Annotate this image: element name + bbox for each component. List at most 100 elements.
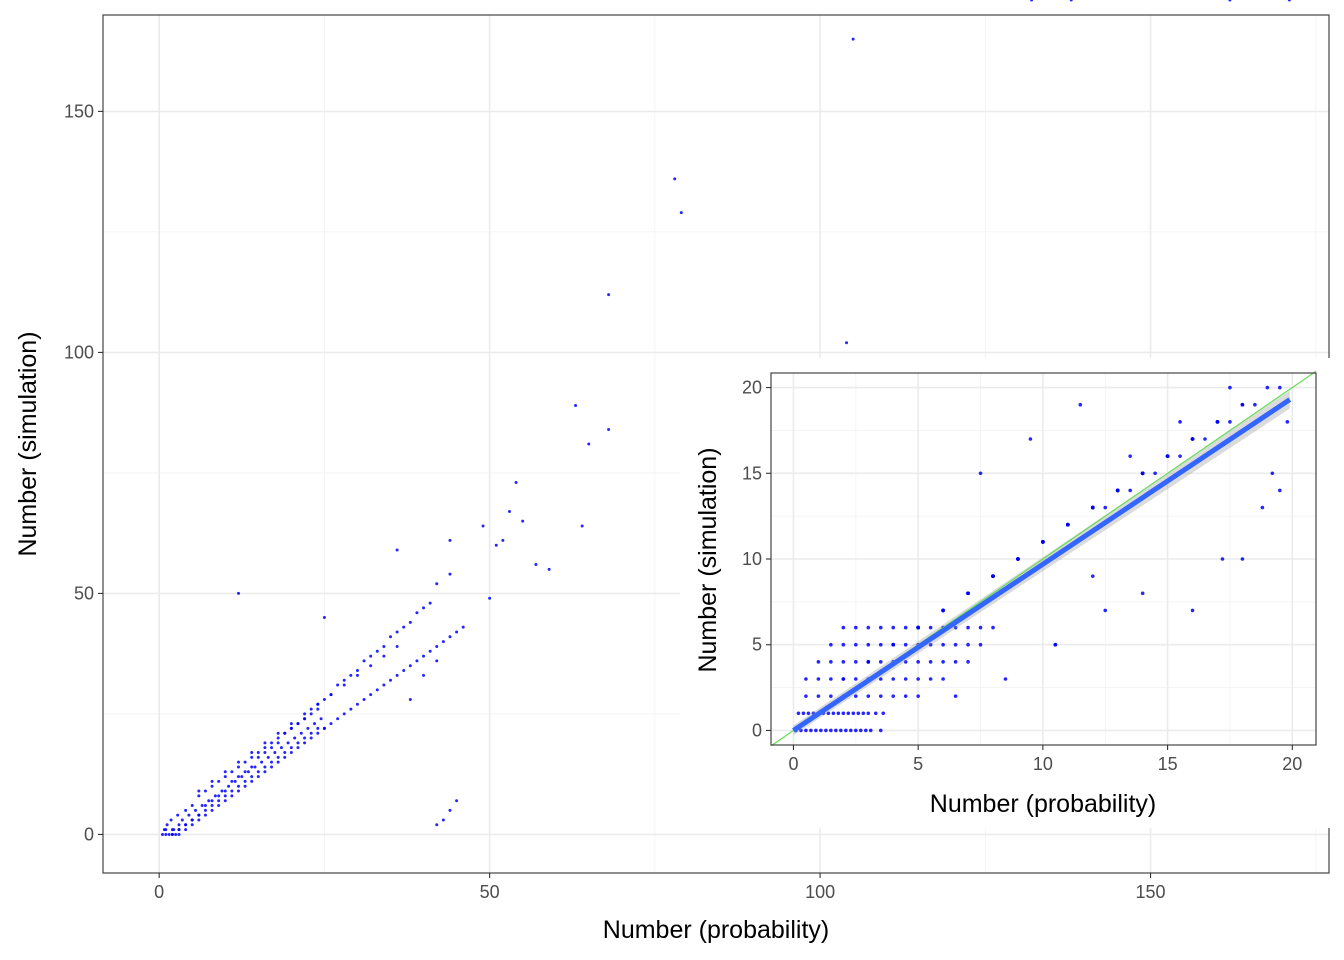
inset-data-point [966,625,970,630]
main-data-point [263,741,267,745]
inset-data-point [851,711,856,716]
inset-data-point [1240,402,1245,407]
inset-data-point [1165,454,1170,458]
inset-data-point [866,625,871,630]
main-data-point [428,601,432,605]
main-data-point [184,823,188,827]
main-data-point [507,509,511,513]
main-data-point [349,673,353,677]
main-data-point [210,808,214,812]
inset-data-point [953,694,958,698]
main-data-point [349,707,353,711]
main-data-point [177,828,181,832]
inset-data-point [856,711,861,716]
inset-gridlines [771,373,1316,745]
main-data-point [422,654,426,658]
inset-data-point [1066,522,1070,527]
inset-data-point [866,694,871,698]
inset-data-point [854,728,858,733]
main-data-point [435,644,439,648]
inset-data-point [903,677,908,681]
inset-data-point [1041,540,1045,544]
main-data-point [395,673,399,677]
main-data-point [289,750,293,754]
main-data-point [296,741,300,745]
inset-data-point [1190,608,1195,613]
inset-data-point [978,625,983,630]
main-data-point [408,620,412,624]
main-data-point [184,808,188,812]
main-data-point [375,649,379,653]
main-data-point [223,775,227,779]
main-data-point [230,770,234,774]
main-data-point [306,726,310,730]
inset-data-point [1090,505,1095,510]
main-data-point [165,823,169,827]
inset-data-point [806,711,811,716]
inset-data-point [953,642,958,647]
inset-data-point [903,660,908,664]
inset-data-point [829,642,833,647]
main-data-point [263,770,267,774]
main-data-point [286,741,290,745]
inset-y-axis-label: Number (simulation) [694,447,722,672]
main-data-point [176,813,180,817]
inset-data-point [1128,488,1132,493]
main-data-point [415,659,419,663]
main-data-point [448,808,452,812]
inset-data-point [891,694,896,698]
main-data-point [180,818,184,822]
main-data-point [210,779,214,783]
main-data-point [435,823,439,827]
inset-data-point [941,642,945,647]
inset-data-point [891,625,896,630]
main-data-point [203,813,207,817]
inset-data-point [966,642,970,647]
main-data-point [210,784,214,788]
main-data-point [309,731,313,735]
main-data-point [395,644,399,648]
inset-data-point [841,660,846,664]
main-data-point [303,717,307,721]
main-data-point [177,832,181,836]
main-data-point [289,722,293,726]
inset-plot: 0 5 10 15 20 0 5 10 15 20 Number (probability) Nu… [680,358,1330,828]
inset-data-point [1028,437,1033,441]
inset-data-point [841,677,846,681]
main-data-point [276,755,280,759]
inset-data-point [854,642,858,647]
main-data-point [303,741,307,745]
main-data-point [587,442,591,446]
main-data-point [250,765,254,769]
inset-data-point [819,728,823,733]
inset-data-point [878,642,883,647]
main-y-tick-label: 150 [64,101,94,121]
main-x-tick-label: 150 [1136,882,1166,902]
inset-data-point [814,728,818,733]
main-data-point [494,543,498,547]
main-data-point [488,596,492,600]
main-y-tick-label: 0 [84,824,94,844]
inset-data-point [854,660,858,664]
inset-x-tick-label: 10 [1033,754,1053,774]
main-data-point [336,717,340,721]
inset-data-point [873,711,878,716]
inset-data-point [839,728,843,733]
main-data-point [375,688,379,692]
main-data-point [200,804,204,808]
main-data-point [547,567,551,571]
inset-data-point [928,642,933,647]
inset-data-point [928,625,933,630]
main-data-point [329,722,333,726]
inset-ticks: 0 5 10 15 20 0 5 10 15 20 [742,378,1302,774]
main-data-point [283,750,287,754]
main-data-point [1287,0,1291,2]
main-data-point [342,712,346,716]
main-data-point [851,37,855,41]
main-data-point [422,606,426,610]
main-data-point [455,630,459,634]
inset-data-point [991,625,995,630]
main-data-point [184,828,188,832]
main-data-point [276,731,280,735]
main-data-point [369,693,373,697]
